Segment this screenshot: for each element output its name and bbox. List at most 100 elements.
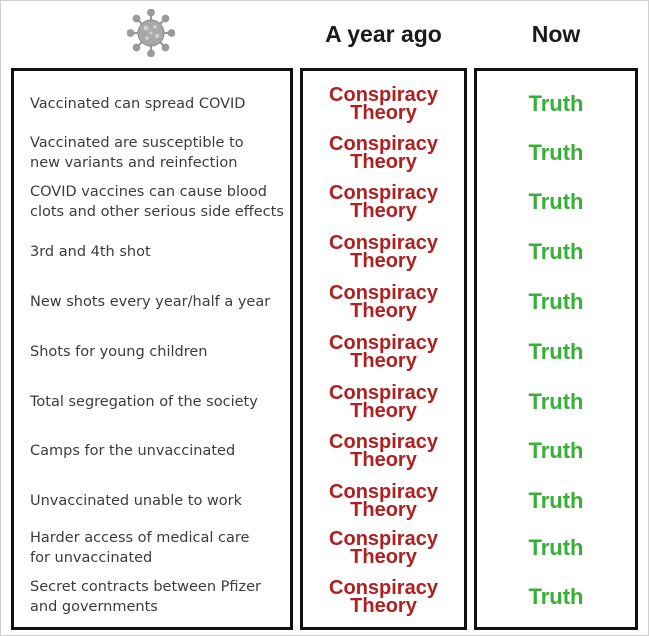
claim-label-line-1: Camps for the unvaccinated	[30, 443, 236, 459]
claim-label: Vaccinated can spread COVID	[14, 94, 251, 114]
claim-row: Secret contracts between Pfizer and gover…	[14, 573, 290, 621]
conspiracy-word: Conspiracy	[329, 182, 438, 204]
year-ago-row: Conspiracy Theory	[303, 129, 464, 177]
conspiracy-theory-label: Conspiracy Theory	[303, 383, 464, 422]
claim-row: Vaccinated can spread COVID	[14, 80, 290, 128]
now-row: Truth	[477, 129, 635, 177]
conspiracy-theory-label: Conspiracy Theory	[303, 182, 464, 222]
truth-label: Truth	[528, 239, 584, 264]
conspiracy-theory-label: Conspiracy Theory	[303, 528, 464, 568]
claim-label: COVID vaccines can cause blood clots and …	[14, 182, 290, 222]
claim-row: Camps for the unvaccinated	[14, 427, 290, 475]
claim-label-line-1: Secret contracts between Pfizer	[30, 579, 262, 595]
claim-row: Vaccinated are susceptible to new variant…	[14, 129, 290, 177]
theory-word: Theory	[350, 200, 417, 222]
claim-label: Shots for young children	[14, 342, 213, 362]
truth-label: Truth	[528, 535, 584, 560]
claim-label: Vaccinated are susceptible to new variant…	[14, 133, 250, 173]
truth-label: Truth	[528, 488, 584, 513]
year-ago-row: Conspiracy Theory	[303, 573, 464, 621]
theory-word: Theory	[350, 499, 417, 521]
column-header-now: Now	[531, 20, 581, 47]
theory-word: Theory	[350, 400, 417, 422]
year-ago-row: Conspiracy Theory	[303, 524, 464, 572]
claim-label: 3rd and 4th shot	[14, 242, 157, 262]
claim-row: Unvaccinated unable to work	[14, 477, 290, 525]
theory-word: Theory	[350, 300, 417, 322]
conspiracy-word: Conspiracy	[329, 577, 438, 599]
claim-label-line-1: Shots for young children	[30, 344, 208, 360]
claim-row: Shots for young children	[14, 328, 290, 376]
now-row: Truth	[477, 178, 635, 226]
now-row: Truth	[477, 524, 635, 572]
claim-row: 3rd and 4th shot	[14, 228, 290, 276]
claim-label-line-2: and governments	[30, 599, 158, 615]
claim-label: Camps for the unvaccinated	[14, 441, 241, 461]
claim-label: Secret contracts between Pfizer and gover…	[14, 577, 267, 617]
conspiracy-word: Conspiracy	[329, 528, 438, 550]
conspiracy-theory-label: Conspiracy Theory	[303, 232, 464, 272]
conspiracy-word: Conspiracy	[329, 84, 438, 106]
theory-word: Theory	[350, 350, 417, 372]
year-ago-row: Conspiracy Theory	[303, 328, 464, 376]
claim-row: Total segregation of the society	[14, 378, 290, 426]
claims-column: Vaccinated can spread COVID Vaccinated ar…	[11, 68, 293, 630]
now-row: Truth	[477, 573, 635, 621]
claim-label: Total segregation of the society	[14, 392, 264, 412]
claim-label-line-1: 3rd and 4th shot	[30, 244, 151, 260]
claim-label-line-1: Unvaccinated unable to work	[30, 493, 243, 509]
year-ago-row: Conspiracy Theory	[303, 178, 464, 226]
column-header-a-year-ago: A year ago	[325, 20, 442, 47]
conspiracy-theory-label: Conspiracy Theory	[303, 481, 464, 521]
now-row: Truth	[477, 378, 635, 426]
truth-label: Truth	[528, 339, 584, 364]
conspiracy-theory-label: Conspiracy Theory	[303, 84, 464, 123]
now-row: Truth	[477, 228, 635, 276]
year-ago-row: Conspiracy Theory	[303, 80, 464, 128]
claim-label-line-1: Harder access of medical care	[30, 530, 250, 546]
conspiracy-word: Conspiracy	[329, 431, 438, 453]
year-ago-row: Conspiracy Theory	[303, 378, 464, 426]
now-row: Truth	[477, 80, 635, 128]
theory-word: Theory	[350, 595, 417, 617]
claim-row: Harder access of medical care for unvacci…	[14, 524, 290, 572]
truth-label: Truth	[528, 91, 584, 116]
conspiracy-word: Conspiracy	[329, 232, 438, 254]
a-year-ago-column: Conspiracy Theory Conspiracy Theory Conspira…	[300, 68, 467, 630]
year-ago-row: Conspiracy Theory	[303, 477, 464, 525]
conspiracy-word: Conspiracy	[329, 133, 438, 155]
now-row: Truth	[477, 427, 635, 475]
now-column: Truth Truth Truth Truth Truth Truth Truth Truth…	[474, 68, 638, 630]
theory-word: Theory	[350, 546, 417, 568]
conspiracy-theory-label: Conspiracy Theory	[303, 577, 464, 617]
now-row: Truth	[477, 328, 635, 376]
claim-label-line-1: Vaccinated can spread COVID	[30, 96, 246, 112]
claim-row: New shots every year/half a year	[14, 278, 290, 326]
claim-label: Harder access of medical care for unvacci…	[14, 528, 255, 568]
claim-label-line-2: for unvaccinated	[30, 550, 153, 566]
conspiracy-word: Conspiracy	[329, 332, 438, 354]
claim-row: COVID vaccines can cause blood clots and …	[14, 178, 290, 226]
year-ago-row: Conspiracy Theory	[303, 427, 464, 475]
year-ago-row: Conspiracy Theory	[303, 228, 464, 276]
conspiracy-word: Conspiracy	[329, 481, 438, 503]
conspiracy-theory-label: Conspiracy Theory	[303, 283, 464, 322]
year-ago-row: Conspiracy Theory	[303, 278, 464, 326]
conspiracy-theory-label: Conspiracy Theory	[303, 431, 464, 471]
claim-label-line-1: Total segregation of the society	[30, 394, 258, 410]
claim-label-line-1: Vaccinated are susceptible to	[30, 135, 244, 151]
claim-label-line-2: new variants and reinfection	[30, 155, 238, 171]
theory-word: Theory	[350, 250, 417, 272]
claim-label: New shots every year/half a year	[14, 292, 276, 312]
now-row: Truth	[477, 278, 635, 326]
theory-word: Theory	[350, 449, 417, 471]
claim-label-line-1: New shots every year/half a year	[30, 294, 271, 310]
conspiracy-theory-label: Conspiracy Theory	[303, 133, 464, 172]
truth-label: Truth	[528, 140, 584, 165]
now-row: Truth	[477, 477, 635, 525]
conspiracy-theory-label: Conspiracy Theory	[303, 332, 464, 372]
truth-label: Truth	[528, 289, 584, 314]
claim-label-line-1: COVID vaccines can cause blood	[30, 184, 267, 200]
truth-label: Truth	[528, 584, 584, 609]
virus-icon	[127, 9, 175, 57]
